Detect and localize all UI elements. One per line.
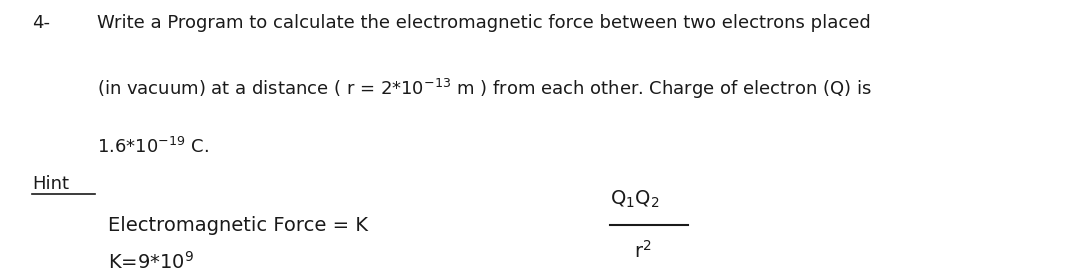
Text: K=9*10$^9$: K=9*10$^9$ (108, 251, 194, 273)
Text: Electromagnetic Force = K: Electromagnetic Force = K (108, 216, 368, 235)
Text: 1.6*10$^{-19}$ C.: 1.6*10$^{-19}$ C. (97, 136, 210, 157)
Text: Hint: Hint (32, 175, 69, 193)
Text: r$^2$: r$^2$ (634, 240, 651, 262)
Text: Write a Program to calculate the electromagnetic force between two electrons pla: Write a Program to calculate the electro… (97, 14, 870, 32)
Text: (in vacuum) at a distance ( r = 2*10$^{-13}$ m ) from each other. Charge of elec: (in vacuum) at a distance ( r = 2*10$^{-… (97, 76, 872, 100)
Text: Q$_1$Q$_2$: Q$_1$Q$_2$ (610, 189, 660, 210)
Text: 4-: 4- (32, 14, 51, 32)
